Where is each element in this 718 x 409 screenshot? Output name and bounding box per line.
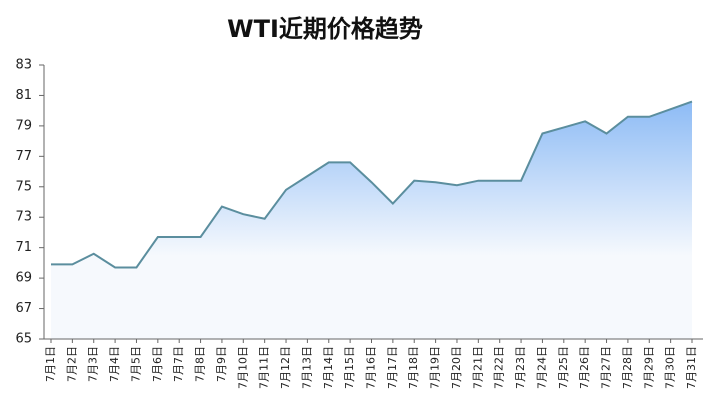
y-tick-label: 73 xyxy=(15,210,32,225)
x-tick-label: 7月16日 xyxy=(365,346,378,389)
x-tick-label: 7月24日 xyxy=(535,346,548,389)
x-tick-label: 7月4日 xyxy=(108,346,121,382)
x-tick-label: 7月26日 xyxy=(578,346,591,389)
x-tick-label: 7月20日 xyxy=(450,346,463,389)
x-tick-label: 7月8日 xyxy=(194,346,207,382)
y-tick-label: 69 xyxy=(15,271,32,286)
x-tick-label: 7月13日 xyxy=(300,346,313,389)
x-tick-label: 7月3日 xyxy=(87,346,100,382)
x-tick-label: 7月19日 xyxy=(429,346,442,389)
x-tick-label: 7月28日 xyxy=(621,346,634,389)
x-tick-label: 7月23日 xyxy=(514,346,527,389)
y-tick-label: 81 xyxy=(15,88,32,103)
x-tick-label: 7月6日 xyxy=(151,346,164,382)
x-tick-label: 7月17日 xyxy=(386,346,399,389)
y-tick-label: 83 xyxy=(15,58,32,73)
area xyxy=(51,101,692,340)
x-tick-label: 7月5日 xyxy=(129,346,142,382)
x-tick-label: 7月25日 xyxy=(557,346,570,389)
x-tick-label: 7月21日 xyxy=(471,346,484,389)
y-tick-label: 67 xyxy=(15,301,32,316)
y-tick-label: 65 xyxy=(15,332,32,347)
x-tick-label: 7月27日 xyxy=(600,346,613,389)
y-tick-label: 79 xyxy=(15,118,32,133)
y-tick-label: 77 xyxy=(15,149,32,164)
y-tick-label: 71 xyxy=(15,240,32,255)
x-tick-label: 7月1日 xyxy=(44,346,57,382)
x-tick-label: 7月18日 xyxy=(407,346,420,389)
x-tick-label: 7月9日 xyxy=(215,346,228,382)
x-tick-label: 7月30日 xyxy=(664,346,677,389)
x-tick-label: 7月31日 xyxy=(685,346,698,389)
line xyxy=(51,100,693,269)
chart-title: WTI近期价格趋势 xyxy=(227,15,423,43)
x-tick-label: 7月12日 xyxy=(279,346,292,389)
x-tick-label: 7月14日 xyxy=(322,346,335,389)
x-tick-label: 7月11日 xyxy=(258,346,271,389)
x-tick-label: 7月7日 xyxy=(172,346,185,382)
y-tick-label: 75 xyxy=(15,179,32,194)
x-tick-label: 7月2日 xyxy=(65,346,78,382)
x-tick-label: 7月22日 xyxy=(493,346,506,389)
x-tick-label: 7月15日 xyxy=(343,346,356,389)
x-tick-label: 7月10日 xyxy=(236,346,249,389)
x-tick-label: 7月29日 xyxy=(642,346,655,389)
